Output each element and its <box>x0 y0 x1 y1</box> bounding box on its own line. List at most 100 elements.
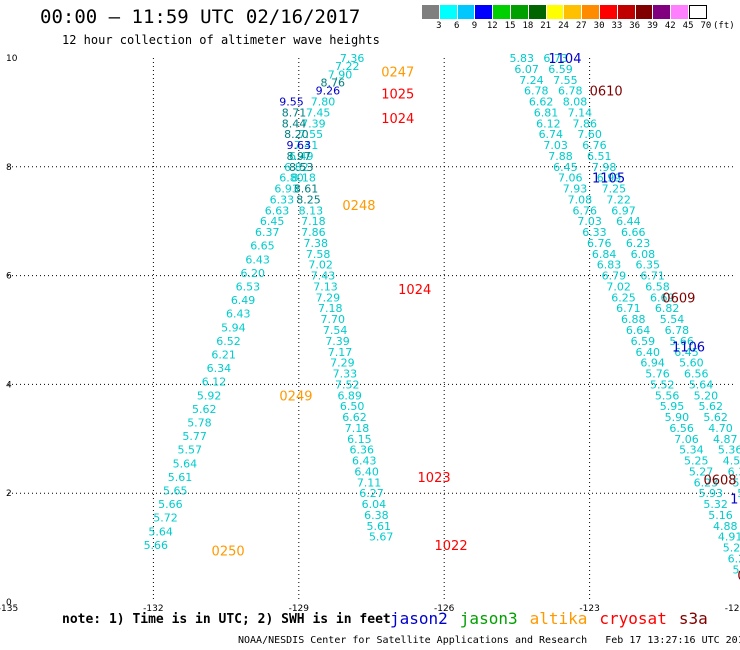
wave-height-point: 7.55 <box>553 74 578 87</box>
colorbar-swatch <box>457 5 476 19</box>
colorbar-label: 27 <box>575 21 587 31</box>
wave-height-point: 7.29 <box>330 357 355 370</box>
wave-height-point: 9.63 <box>287 139 312 152</box>
wave-height-point: 6.71 <box>640 270 665 283</box>
wave-height-point: 4.70 <box>708 422 733 435</box>
wave-height-point: 5.54 <box>732 476 740 489</box>
pass-time-label: 0247 <box>381 66 414 81</box>
wave-height-point: 8.18 <box>291 172 316 185</box>
wave-height-point: 4.87 <box>713 433 738 446</box>
wave-height-point: 7.98 <box>592 161 617 174</box>
wave-height-point: 6.43 <box>245 253 270 266</box>
wave-height-point: 5.64 <box>689 378 714 391</box>
wave-height-point: 8.20 <box>284 128 309 141</box>
wave-height-point: 6.45 <box>674 346 699 359</box>
wave-height-point: 6.81 <box>534 106 559 119</box>
wave-height-point: 7.08 <box>568 193 593 206</box>
wave-height-point: 7.02 <box>308 259 333 272</box>
wave-height-point: 5.64 <box>173 457 198 470</box>
wave-height-point: 6.40 <box>636 346 661 359</box>
wave-height-point: 7.24 <box>519 74 544 87</box>
wave-height-point: 7.06 <box>674 433 699 446</box>
pass-time-label: 0249 <box>279 389 312 404</box>
wave-height-point: 8.61 <box>294 183 319 196</box>
wave-height-point: 7.14 <box>568 106 593 119</box>
wave-height-point: 8.44 <box>282 117 307 130</box>
colorbar-label: 12 <box>486 21 498 31</box>
wave-height-point: 5.95 <box>732 563 740 576</box>
wave-height-point: 7.93 <box>563 183 588 196</box>
pass-time-label: 0609 <box>662 291 695 306</box>
wave-height-point: 5.20 <box>723 542 740 555</box>
wave-height-point: 7.18 <box>318 302 343 315</box>
wave-height-point: 6.59 <box>548 63 573 76</box>
wave-height-point: 7.52 <box>335 378 360 391</box>
wave-height-point: 6.27 <box>359 487 384 500</box>
pass-time-label: 1024 <box>381 112 414 127</box>
wave-height-point: 6.84 <box>592 248 617 261</box>
pass-time-label: 1104 <box>548 52 581 67</box>
wave-height-point: 6.12 <box>536 117 561 130</box>
wave-height-point: 5.36 <box>718 444 740 457</box>
colorbar <box>422 5 707 19</box>
wave-height-point: 9.55 <box>279 96 304 109</box>
y-tick-label: 4 <box>6 380 12 390</box>
wave-height-point: 5.78 <box>187 416 212 429</box>
chart-subtitle: 12 hour collection of altimeter wave hei… <box>62 33 380 47</box>
legend-item-jason2: jason2 <box>390 609 448 628</box>
legend-item-cryosat: cryosat <box>599 609 667 628</box>
wave-height-point: 6.74 <box>539 128 564 141</box>
wave-height-point: 5.62 <box>192 403 217 416</box>
colorbar-unit: (ft) <box>713 21 735 31</box>
wave-height-point: 6.49 <box>289 150 314 163</box>
colorbar-label: 15 <box>504 21 516 31</box>
x-tick-label: -135 <box>0 604 18 614</box>
pass-time-label: 0607 <box>737 569 740 584</box>
chart-title: 00:00 – 11:59 UTC 02/16/2017 <box>40 6 361 28</box>
wave-height-point: 6.37 <box>255 226 280 239</box>
wave-height-point: 7.86 <box>573 117 598 130</box>
colorbar-label: 70 <box>700 21 712 31</box>
colorbar-label: 36 <box>629 21 641 31</box>
wave-height-point: 7.45 <box>306 106 331 119</box>
wave-height-point: 7.41 <box>294 139 319 152</box>
colorbar-swatch <box>635 5 654 19</box>
pass-time-label: 0250 <box>212 544 245 559</box>
wave-height-point: 5.76 <box>645 368 670 381</box>
wave-height-point: 5.94 <box>221 321 246 334</box>
wave-height-point: 5.34 <box>679 444 704 457</box>
wave-height-point: 6.38 <box>364 509 389 522</box>
wave-height-point: 6.78 <box>558 85 583 98</box>
wave-height-point: 6.15 <box>347 433 372 446</box>
wave-height-point: 5.62 <box>699 400 724 413</box>
wave-height-point: 5.95 <box>660 400 685 413</box>
wave-height-point: 6.83 <box>597 259 622 272</box>
wave-height-point: 8.08 <box>563 96 588 109</box>
pass-time-label: 0610 <box>590 85 623 100</box>
wave-height-point: 7.18 <box>301 215 326 228</box>
wave-height-point: 7.39 <box>301 117 326 130</box>
wave-height-point: 7.22 <box>335 60 360 73</box>
y-tick-label: 10 <box>6 54 18 64</box>
pass-time-label: 1105 <box>592 172 625 187</box>
wave-height-point: 5.30 <box>737 487 740 500</box>
colorbar-swatch <box>439 5 458 19</box>
wave-height-point: 6.33 <box>582 226 607 239</box>
wave-height-point: 4.88 <box>713 520 738 533</box>
credit-line: NOAA/NESDIS Center for Satellite Applica… <box>238 635 740 646</box>
wave-height-point: 5.27 <box>689 465 714 478</box>
wave-height-point: 6.34 <box>728 465 740 478</box>
legend-item-jason3: jason3 <box>459 609 518 628</box>
wave-height-point: 6.43 <box>226 308 251 321</box>
wave-height-point: 5.61 <box>168 471 193 484</box>
colorbar-label: 39 <box>647 21 658 31</box>
wave-height-point: 6.79 <box>602 270 627 283</box>
wave-height-point: 7.36 <box>340 52 365 65</box>
colorbar-swatch <box>510 5 529 19</box>
wave-height-point: 8.53 <box>289 161 314 174</box>
wave-height-point: 7.11 <box>357 476 382 489</box>
wave-height-point: 5.92 <box>197 389 222 402</box>
colorbar-swatch <box>528 5 547 19</box>
wave-height-point: 8.13 <box>299 204 324 217</box>
